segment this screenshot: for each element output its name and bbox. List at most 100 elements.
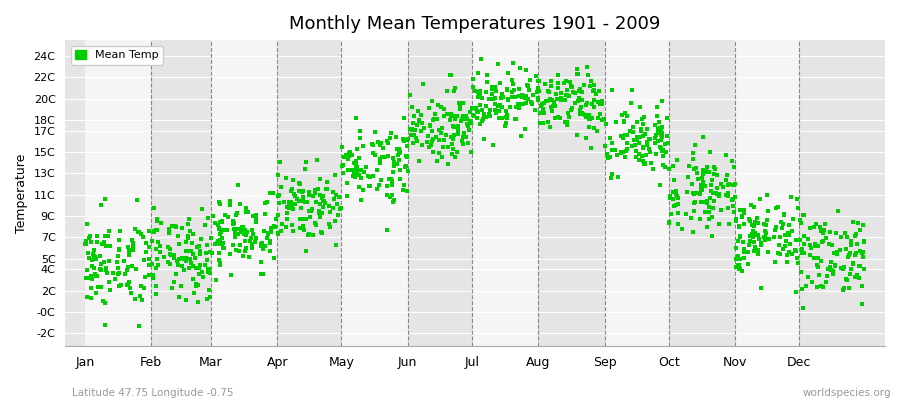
Point — [819, 235, 833, 242]
Point — [602, 154, 616, 160]
Point — [269, 216, 284, 222]
Point — [166, 254, 181, 261]
Point — [84, 239, 98, 245]
Point — [267, 255, 282, 262]
Point — [426, 149, 440, 155]
Point — [328, 218, 342, 225]
Point — [479, 114, 493, 120]
Point — [274, 221, 289, 228]
Point — [748, 230, 762, 236]
Point — [654, 124, 669, 130]
Point — [384, 130, 399, 136]
Point — [499, 114, 513, 120]
Point — [640, 138, 654, 145]
Point — [748, 219, 762, 225]
Point — [212, 237, 227, 243]
Point — [774, 219, 788, 226]
Point — [639, 142, 653, 148]
Point — [129, 266, 143, 272]
Point — [505, 89, 519, 96]
Point — [181, 235, 195, 241]
Point — [548, 102, 562, 109]
Point — [126, 246, 140, 253]
Point — [544, 108, 559, 114]
Point — [444, 111, 458, 118]
Point — [778, 243, 792, 249]
Point — [446, 146, 460, 152]
Point — [184, 240, 199, 246]
Point — [448, 154, 463, 160]
Point — [828, 262, 842, 269]
Point — [736, 210, 751, 216]
Point — [810, 262, 824, 268]
Point — [580, 64, 594, 70]
Point — [188, 254, 202, 261]
Point — [579, 114, 593, 120]
Point — [745, 234, 760, 240]
Point — [703, 149, 717, 155]
Point — [214, 218, 229, 224]
Point — [386, 154, 400, 161]
Point — [693, 190, 707, 197]
Point — [93, 266, 107, 272]
Point — [140, 249, 154, 256]
Bar — [277, 40, 341, 346]
Point — [638, 160, 652, 166]
Point — [290, 195, 304, 202]
Point — [171, 241, 185, 247]
Point — [700, 200, 715, 206]
Point — [235, 224, 249, 230]
Point — [378, 154, 392, 160]
Point — [536, 100, 551, 106]
Point — [147, 227, 161, 234]
Point — [700, 224, 715, 230]
Point — [179, 296, 194, 303]
Point — [655, 130, 670, 136]
Point — [603, 134, 617, 141]
Point — [195, 206, 210, 212]
Point — [150, 255, 165, 262]
Point — [759, 222, 773, 228]
Point — [833, 247, 848, 253]
Point — [574, 110, 589, 116]
Point — [238, 248, 252, 254]
Point — [549, 91, 563, 98]
Point — [794, 220, 808, 226]
Point — [854, 250, 868, 256]
Point — [599, 151, 614, 157]
Point — [98, 322, 112, 329]
Point — [266, 190, 280, 196]
Point — [536, 106, 550, 112]
Point — [742, 216, 756, 222]
Point — [483, 113, 498, 120]
Point — [530, 78, 544, 84]
Point — [471, 88, 485, 95]
Point — [130, 229, 145, 235]
Point — [461, 123, 475, 129]
Point — [572, 94, 586, 101]
Point — [357, 169, 372, 175]
Point — [372, 181, 386, 188]
Point — [149, 283, 164, 289]
Point — [509, 115, 524, 122]
Point — [402, 91, 417, 98]
Point — [796, 212, 810, 218]
Point — [404, 132, 419, 138]
Point — [693, 216, 707, 222]
Point — [579, 134, 593, 141]
Point — [280, 204, 294, 210]
Point — [451, 131, 465, 138]
Point — [811, 243, 825, 250]
Point — [747, 222, 761, 229]
Point — [742, 241, 756, 248]
Point — [519, 93, 534, 99]
Point — [274, 228, 288, 234]
Point — [758, 228, 772, 234]
Point — [500, 86, 515, 92]
Point — [350, 165, 365, 172]
Point — [236, 224, 250, 230]
Point — [248, 219, 263, 225]
Point — [179, 258, 194, 264]
Point — [315, 230, 329, 236]
Point — [686, 150, 700, 156]
